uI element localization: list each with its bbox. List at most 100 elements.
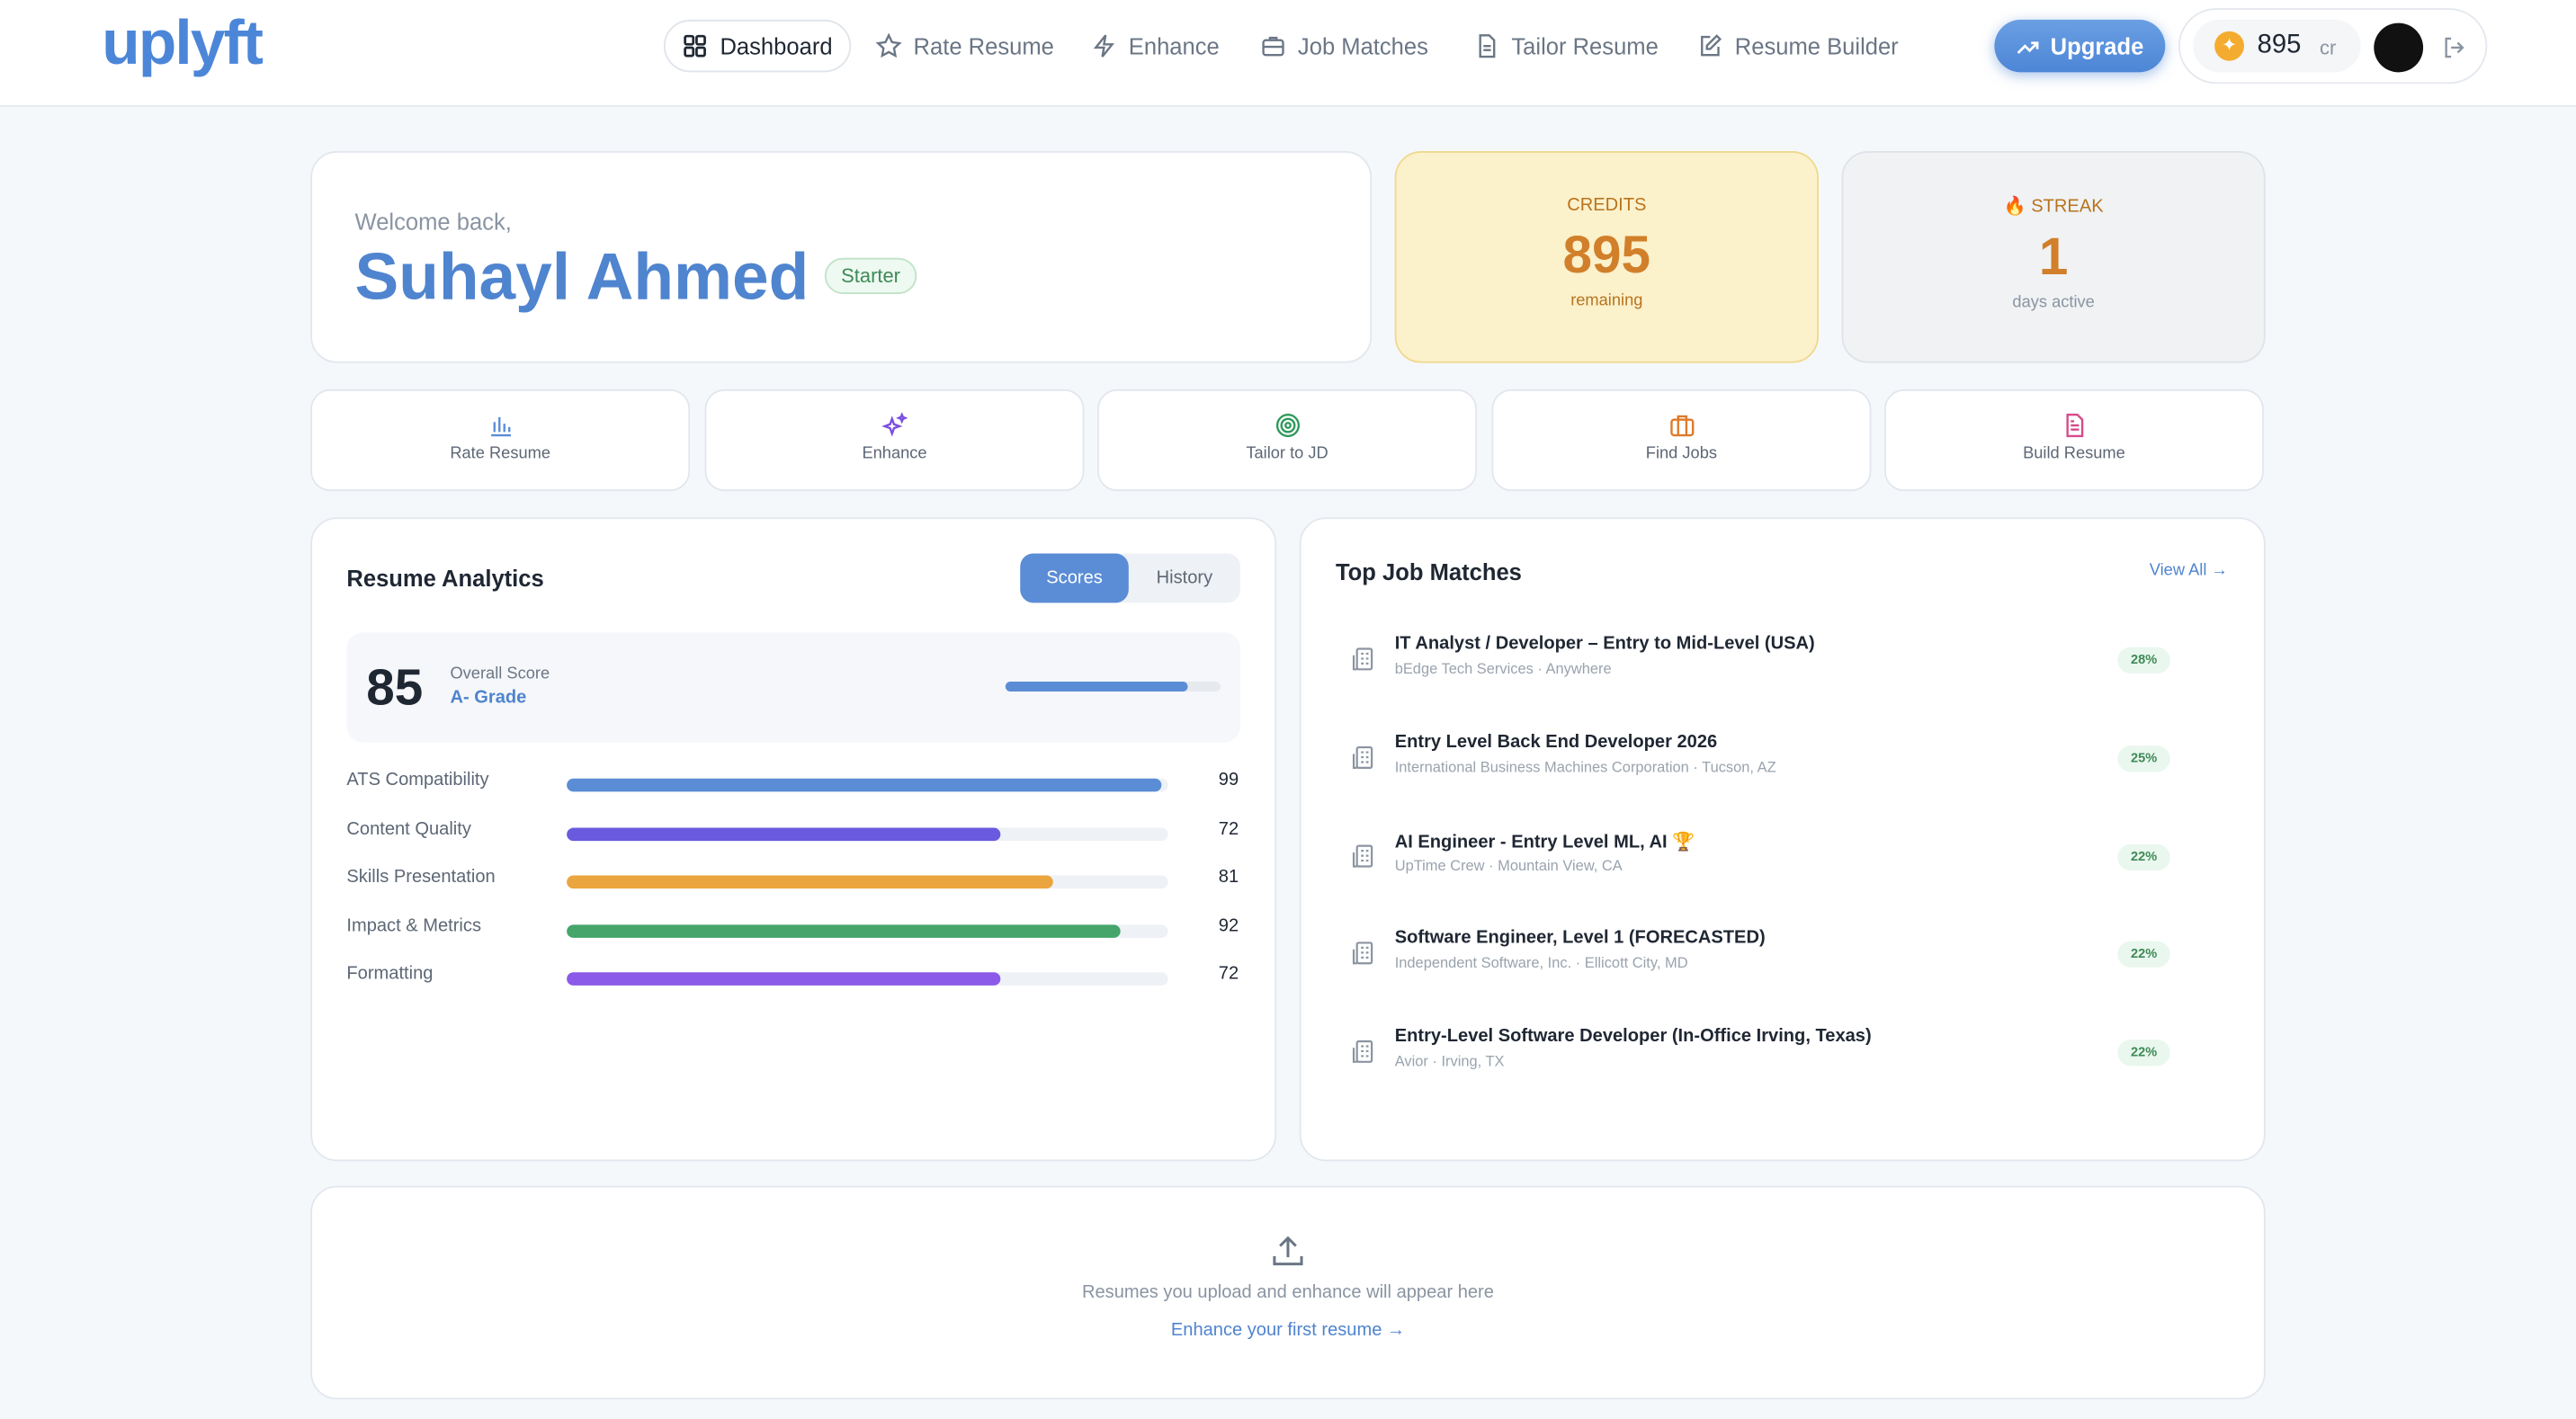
- overall-track: [1005, 681, 1221, 692]
- credit-unit: cr: [2320, 36, 2337, 59]
- job-company: UpTime Crew · Mountain View, CA: [1394, 856, 1623, 873]
- streak-label: STREAK: [2031, 197, 2104, 218]
- action-label: Enhance: [862, 444, 927, 464]
- match-badge: 22%: [2117, 942, 2170, 968]
- action-card[interactable]: Tailor to JD: [1097, 388, 1478, 492]
- uploads-card: Resumes you upload and enhance will appe…: [310, 1185, 2266, 1400]
- job-company: International Business Machines Corporat…: [1394, 758, 1776, 775]
- metric-value: 92: [1218, 915, 1239, 936]
- metric-label: ATS Compatibility: [346, 770, 489, 790]
- metric-value: 99: [1218, 770, 1239, 790]
- streak-card: 🔥 STREAK 1 days active: [1841, 151, 2266, 363]
- action-label: Build Resume: [2023, 444, 2125, 464]
- coin-icon: ✦: [2214, 31, 2244, 61]
- icon: [2017, 40, 2039, 53]
- overall-score: 85: [366, 658, 424, 717]
- icon: [1479, 34, 1496, 58]
- credits-value: 895: [1562, 225, 1651, 284]
- tab[interactable]: History: [1156, 567, 1213, 588]
- credits-card: CREDITS 895 remaining: [1394, 151, 1819, 363]
- nav-label: Rate Resume: [913, 32, 1054, 59]
- nav-item[interactable]: Dashboard: [663, 19, 852, 73]
- action-card[interactable]: Enhance: [704, 388, 1085, 492]
- nav-item[interactable]: Job Matches: [1260, 20, 1428, 72]
- icon: [490, 416, 511, 437]
- tab[interactable]: Scores: [1020, 553, 1129, 603]
- job-row[interactable]: Entry-Level Software Developer (In-Offic…: [1337, 1027, 2232, 1086]
- overall-box: 85 Overall Score A- Grade: [346, 632, 1241, 743]
- action-label: Find Jobs: [1645, 444, 1718, 464]
- greeting: Welcome back,: [354, 208, 512, 236]
- upgrade-button[interactable]: Upgrade: [1994, 19, 2166, 73]
- metric-bar: [567, 924, 1121, 938]
- building-icon: [1352, 843, 1373, 867]
- metric-track: [567, 778, 1168, 792]
- credit-count: 895: [2257, 31, 2302, 59]
- view-all-link[interactable]: View All →: [2149, 561, 2228, 580]
- job-company: bEdge Tech Services · Anywhere: [1394, 660, 1612, 677]
- action-label: Tailor to JD: [1246, 444, 1328, 464]
- job-company: Independent Software, Inc. · Ellicott Ci…: [1394, 954, 1688, 972]
- action-card[interactable]: Build Resume: [1883, 388, 2264, 492]
- building-icon: [1352, 647, 1373, 671]
- plan-badge: Starter: [824, 257, 917, 294]
- metric-bar: [567, 875, 1054, 889]
- nav-item[interactable]: Tailor Resume: [1473, 20, 1659, 72]
- metric-bar: [567, 973, 1000, 986]
- job-row[interactable]: Entry Level Back End Developer 2026 Inter…: [1337, 732, 2232, 791]
- job-row[interactable]: AI Engineer - Entry Level ML, AI 🏆 UpTime…: [1337, 830, 2232, 889]
- matches-title: Top Job Matches: [1335, 558, 1522, 585]
- streak-label-row: 🔥 STREAK: [1843, 195, 2264, 217]
- match-badge: 22%: [2117, 843, 2170, 870]
- metric-value: 72: [1218, 964, 1239, 985]
- match-badge: 22%: [2117, 1040, 2170, 1066]
- streak-value: 1: [2038, 227, 2069, 286]
- match-badge: 25%: [2117, 745, 2170, 772]
- uploads-message: Resumes you upload and enhance will appe…: [1081, 1282, 1494, 1303]
- tab-group: Scores History: [1020, 553, 1241, 603]
- grade: A- Grade: [450, 688, 527, 709]
- credits-note: remaining: [1570, 292, 1643, 311]
- top-bar: uplyft Dashboard Rate Resume Enhance Job…: [0, 0, 2576, 107]
- avatar[interactable]: [2374, 22, 2424, 73]
- account-area: ✦ 895 cr: [2178, 8, 2488, 85]
- metric-track: [567, 924, 1168, 938]
- metric-bar: [567, 826, 1000, 841]
- icon: [875, 32, 902, 58]
- nav-label: Tailor Resume: [1511, 32, 1659, 59]
- credits-label: CREDITS: [1567, 195, 1647, 216]
- metric-value: 81: [1218, 867, 1239, 888]
- analytics-title: Resume Analytics: [346, 565, 544, 592]
- overall-label: Overall Score: [450, 665, 550, 683]
- metric-label: Formatting: [346, 964, 434, 985]
- credit-pill[interactable]: ✦ 895 cr: [2193, 19, 2361, 73]
- enhance-link[interactable]: Enhance your first resume →: [1170, 1320, 1406, 1341]
- job-title: Software Engineer, Level 1 (FORECASTED): [1394, 928, 1766, 949]
- logout-icon[interactable]: [2441, 34, 2467, 60]
- action-card[interactable]: Find Jobs: [1491, 388, 1872, 492]
- icon: [1669, 415, 1694, 437]
- nav-item[interactable]: Resume Builder: [1697, 20, 1899, 72]
- nav-label: Job Matches: [1297, 32, 1428, 59]
- job-company: Avior · Irving, TX: [1394, 1053, 1505, 1070]
- metric-track: [567, 826, 1168, 841]
- job-row[interactable]: IT Analyst / Developer – Entry to Mid-Le…: [1337, 634, 2232, 693]
- metric-label: Content Quality: [346, 818, 471, 839]
- icon: [1275, 414, 1300, 438]
- building-icon: [1352, 745, 1373, 769]
- metric-track: [567, 875, 1168, 889]
- job-title: IT Analyst / Developer – Entry to Mid-Le…: [1394, 634, 1815, 654]
- nav-item[interactable]: Rate Resume: [875, 20, 1054, 72]
- job-row[interactable]: Software Engineer, Level 1 (FORECASTED) I…: [1337, 929, 2232, 988]
- icon: [684, 34, 707, 58]
- metric-label: Skills Presentation: [346, 867, 496, 888]
- nav-item[interactable]: Enhance: [1091, 20, 1220, 72]
- matches-card: Top Job Matches View All → IT Analyst / …: [1299, 517, 2266, 1162]
- job-title: AI Engineer - Entry Level ML, AI 🏆: [1394, 832, 1695, 852]
- overall-bar: [1005, 681, 1189, 692]
- logo[interactable]: uplyft: [102, 9, 264, 79]
- action-card[interactable]: Rate Resume: [310, 388, 691, 492]
- nav-label: Dashboard: [720, 32, 833, 59]
